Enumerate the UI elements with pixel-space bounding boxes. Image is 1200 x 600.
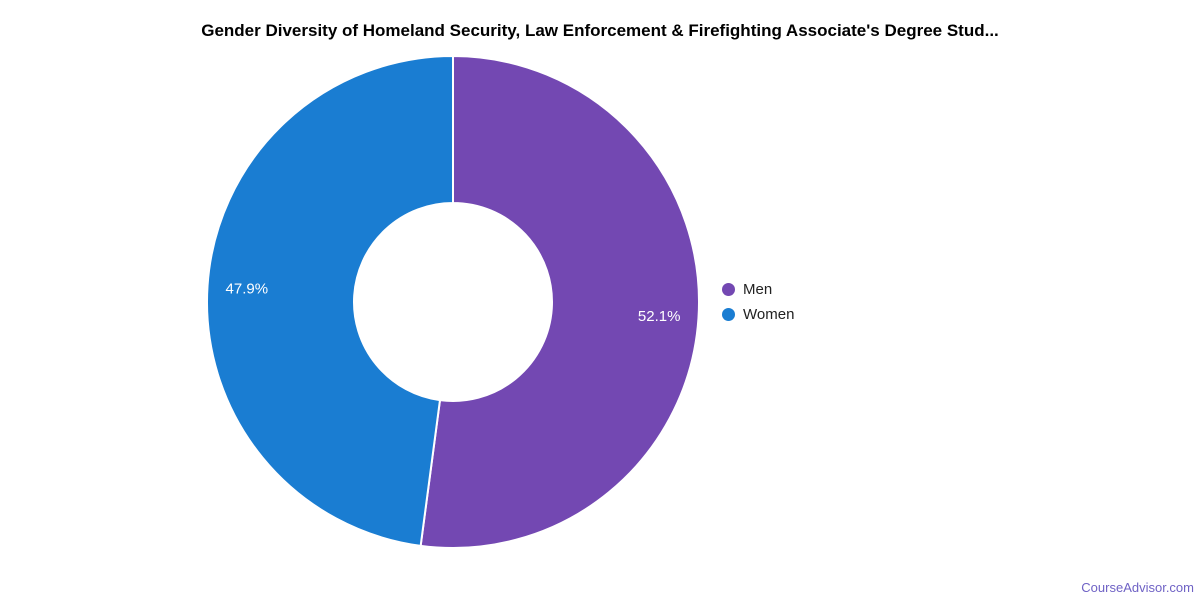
pie-slice-men[interactable] — [419, 55, 700, 549]
watermark-link[interactable]: CourseAdvisor.com — [1081, 580, 1194, 595]
legend: Men Women — [722, 277, 794, 327]
legend-marker-men-icon — [722, 283, 735, 296]
legend-item-men[interactable]: Men — [722, 277, 794, 302]
slice-percent-label-men: 52.1% — [638, 308, 681, 325]
legend-label-men: Men — [743, 281, 773, 298]
slice-percent-label-women: 47.9% — [226, 281, 269, 298]
legend-marker-women-icon — [722, 308, 735, 321]
pie-slice-women[interactable] — [206, 55, 454, 547]
chart-title: Gender Diversity of Homeland Security, L… — [201, 21, 999, 40]
legend-item-women[interactable]: Women — [722, 302, 794, 327]
legend-label-women: Women — [743, 306, 795, 323]
